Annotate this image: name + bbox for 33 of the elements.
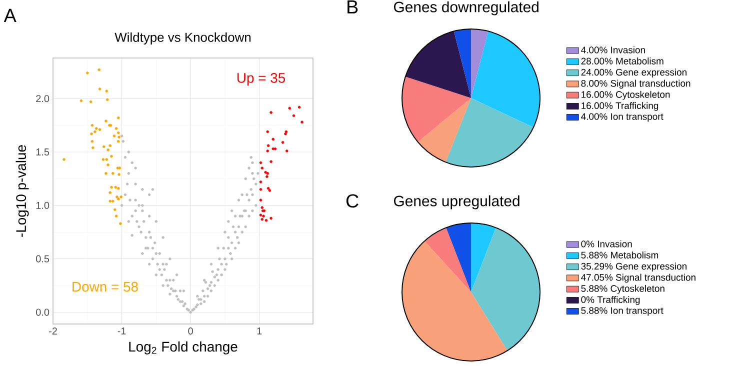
x-tick-label: -1	[118, 328, 126, 334]
y-axis-title: -Log10 p-value	[16, 145, 29, 237]
legend-label: 8.00% Signal transduction	[581, 80, 690, 89]
x-tick-label: 0	[188, 328, 193, 335]
chart-title: Wildtype vs Knockdown	[114, 32, 251, 44]
legend-label: 47.05% Signal transduction	[581, 274, 696, 283]
x-tick-label: -2	[49, 328, 57, 334]
annotation: Down = 58	[72, 282, 138, 292]
legend-label: 0% Trafficking	[581, 296, 640, 305]
legend-label: 4.00% Ion transport	[581, 113, 664, 122]
legend-label: 16.00% Trafficking	[582, 102, 658, 111]
y-tick-label: 0.5	[36, 255, 50, 262]
text: C	[346, 194, 358, 208]
legend-label: 28.00% Metabolism	[581, 58, 664, 64]
y-tick-label: 1.5	[36, 148, 50, 156]
x-axis-title: Log$_{2}$ Fold change	[129, 341, 238, 354]
y-tick-label: 2.0	[36, 95, 50, 102]
chart-title: Genes upregulated	[394, 195, 520, 210]
legend-label: 16.00% Cytoskeleton	[582, 90, 670, 100]
legend-label: 24.00% Gene expression	[581, 68, 686, 78]
text: B	[348, 0, 358, 14]
legend-label: 5.88% Cytoskeleton	[581, 284, 664, 294]
chart-title: Genes downregulated	[394, 1, 538, 16]
legend-label: 4.00% Invasion	[581, 46, 645, 54]
y-tick-label: 1.0	[36, 202, 50, 209]
y-tick-label: 0.0	[36, 308, 50, 316]
x-tick-label: 1	[257, 328, 262, 334]
legend-label: 5.88% Metabolism	[581, 252, 658, 258]
annotation: Up = 35	[237, 72, 286, 86]
legend-label: 5.88% Ion transport	[581, 307, 664, 316]
text: A	[4, 8, 16, 22]
legend-label: 0% Invasion	[581, 240, 632, 248]
legend-label: 35.29% Gene expression	[581, 262, 686, 272]
